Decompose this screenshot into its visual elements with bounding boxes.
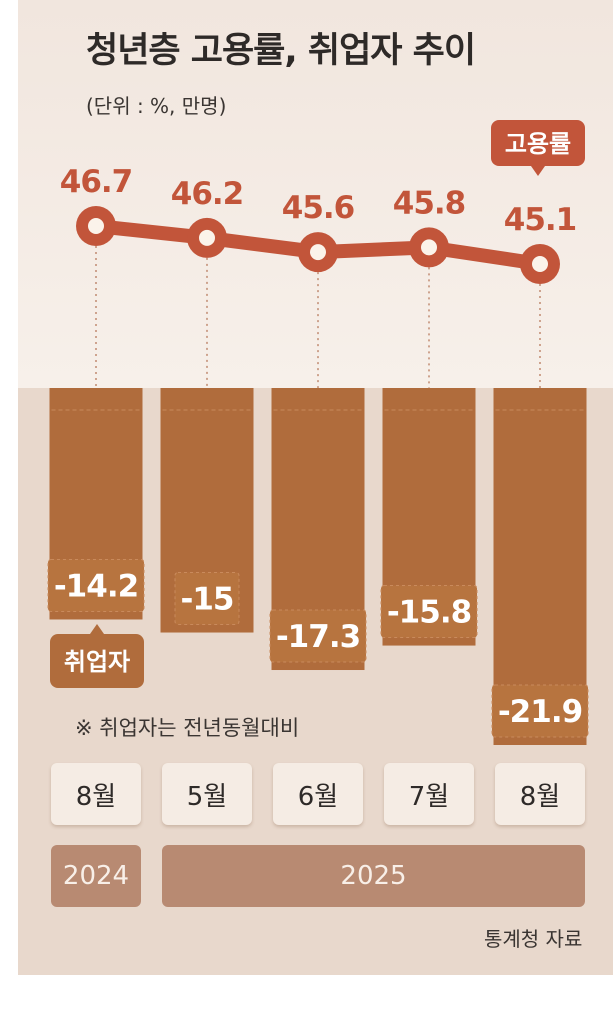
year-label: 2025 <box>162 845 585 907</box>
bar-value-label: -15.8 <box>387 595 471 631</box>
line-point-center <box>310 244 326 261</box>
line-point-center <box>199 229 215 246</box>
line-value-label: 46.7 <box>60 164 133 200</box>
bar-value-label: -15 <box>180 582 233 618</box>
bar-label-box <box>269 609 367 663</box>
month-label: 5월 <box>162 763 252 825</box>
unit-label: (단위 : %, 만명) <box>86 94 227 118</box>
callout-pointer <box>90 624 104 634</box>
chart-panel: 청년층 고용률, 취업자 추이 (단위 : %, 만명) -14.2 -15 -17… <box>18 0 613 975</box>
month-label: 8월 <box>51 763 141 825</box>
year-label: 2024 <box>51 845 141 907</box>
line-point-center <box>532 256 548 272</box>
line-value-label: 45.8 <box>393 185 466 221</box>
callout-pointer <box>531 166 545 176</box>
line-series-callout <box>491 120 585 166</box>
month-label: 7월 <box>384 763 474 825</box>
bar-label-box <box>380 585 478 639</box>
month-label: 8월 <box>495 763 585 825</box>
bar-series-name: 취업자 <box>64 648 130 676</box>
line-value-label: 45.1 <box>504 202 577 238</box>
bar-label-box <box>491 684 589 738</box>
bar-label-box <box>47 558 145 612</box>
bar-value-label: -14.2 <box>54 568 138 604</box>
line-value-label: 46.2 <box>171 176 244 212</box>
line-chart-area <box>18 0 613 388</box>
line-point-center <box>421 239 437 256</box>
line-series-name: 고용률 <box>505 130 571 158</box>
chart-title: 청년층 고용률, 취업자 추이 <box>86 31 476 71</box>
bar-series-callout <box>50 634 144 688</box>
footnote: ※ 취업자는 전년동월대비 <box>75 716 300 740</box>
month-label: 6월 <box>273 763 363 825</box>
line-point-center <box>88 218 104 234</box>
bar-value-label: -21.9 <box>498 694 582 730</box>
source-label: 통계청 자료 <box>484 927 583 951</box>
line-value-label: 45.6 <box>282 190 355 226</box>
bar-label-box <box>174 572 240 626</box>
combo-chart: -14.2 -15 -17.3 -15.8 -21.9 46.7 46.2 45.6 45.8 4… <box>47 120 589 745</box>
bar-value-label: -17.3 <box>276 619 360 655</box>
